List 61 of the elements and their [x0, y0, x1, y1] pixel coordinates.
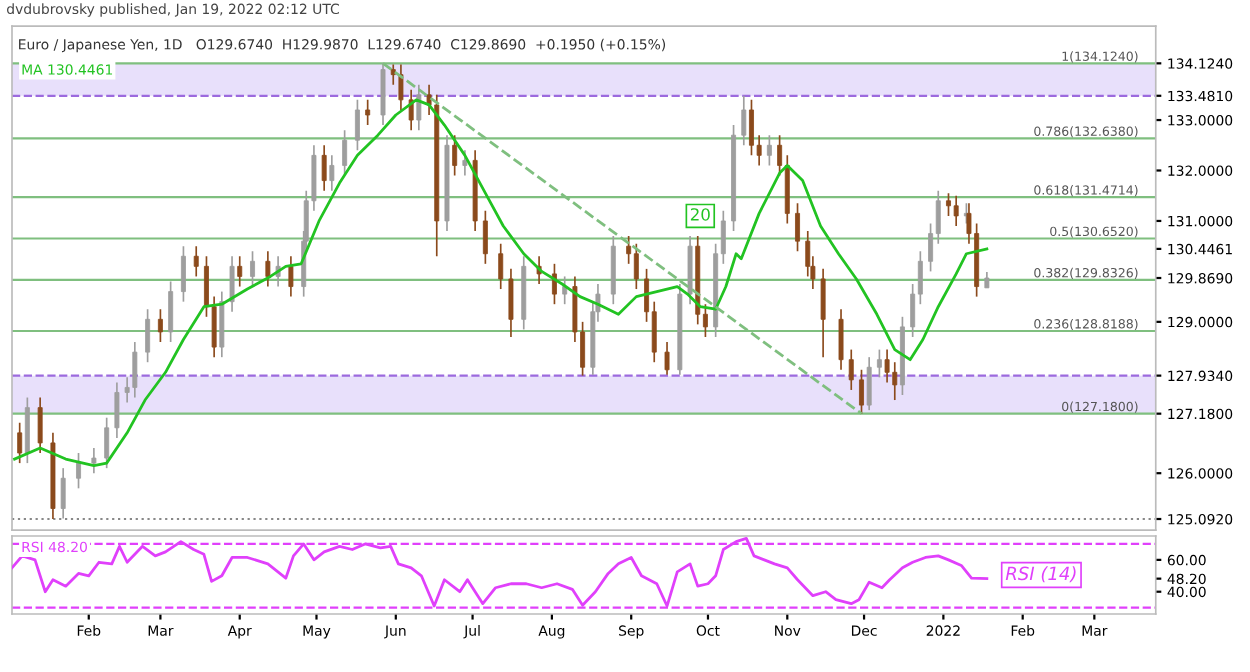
candlestick [380, 62, 386, 126]
candlestick [157, 308, 163, 343]
candlestick [17, 421, 23, 464]
candlestick [168, 280, 174, 343]
candlestick [398, 63, 404, 111]
candlestick [219, 290, 225, 358]
annotation: RSI (14) [1005, 566, 1076, 583]
candlestick [416, 83, 422, 131]
candlestick [859, 368, 864, 415]
candlestick [229, 255, 235, 313]
candlestick [848, 348, 854, 391]
candlestick [91, 447, 97, 475]
candlestick [37, 396, 43, 454]
candlestick [838, 308, 844, 371]
candlestick [329, 154, 335, 192]
candlestick [250, 250, 255, 288]
candlestick [237, 255, 243, 288]
candlestick [354, 99, 360, 152]
candlestick [741, 94, 747, 147]
candlestick [60, 467, 66, 520]
candlestick [820, 268, 826, 358]
candlestick [76, 452, 81, 490]
candlestick [884, 348, 890, 384]
candlestick [452, 134, 458, 177]
candlestick [114, 381, 120, 439]
candlestick [321, 144, 327, 192]
candlestick [892, 361, 898, 401]
annotation: 20 [690, 208, 710, 221]
candlestick [749, 99, 754, 157]
candlestick [664, 341, 670, 376]
candlestick [193, 245, 199, 278]
candlestick [462, 149, 468, 177]
candlestick [633, 242, 639, 290]
candlestick [946, 192, 951, 217]
candlestick [265, 250, 271, 288]
candlestick [180, 245, 186, 303]
candlestick [866, 356, 872, 411]
candlestick [24, 396, 30, 464]
candlestick [777, 134, 783, 177]
candlestick [342, 129, 348, 177]
candlestick [610, 235, 616, 306]
candlestick [562, 275, 568, 306]
candlestick [551, 262, 557, 306]
candlestick [508, 268, 514, 338]
candlestick [132, 341, 138, 399]
candlestick [145, 308, 151, 364]
candlestick [766, 134, 772, 167]
candlestick [784, 154, 790, 225]
candlestick [482, 210, 488, 265]
candlestick [795, 202, 800, 253]
candlestick [953, 194, 959, 227]
candlestick [288, 255, 294, 298]
candlestick [876, 348, 882, 379]
candlestick [687, 235, 693, 306]
candlestick [211, 295, 217, 358]
candlestick [204, 255, 209, 318]
candlestick [104, 416, 110, 469]
candlestick [498, 242, 504, 290]
candlestick [408, 88, 414, 131]
candlestick [365, 99, 371, 126]
candlestick [390, 63, 396, 86]
